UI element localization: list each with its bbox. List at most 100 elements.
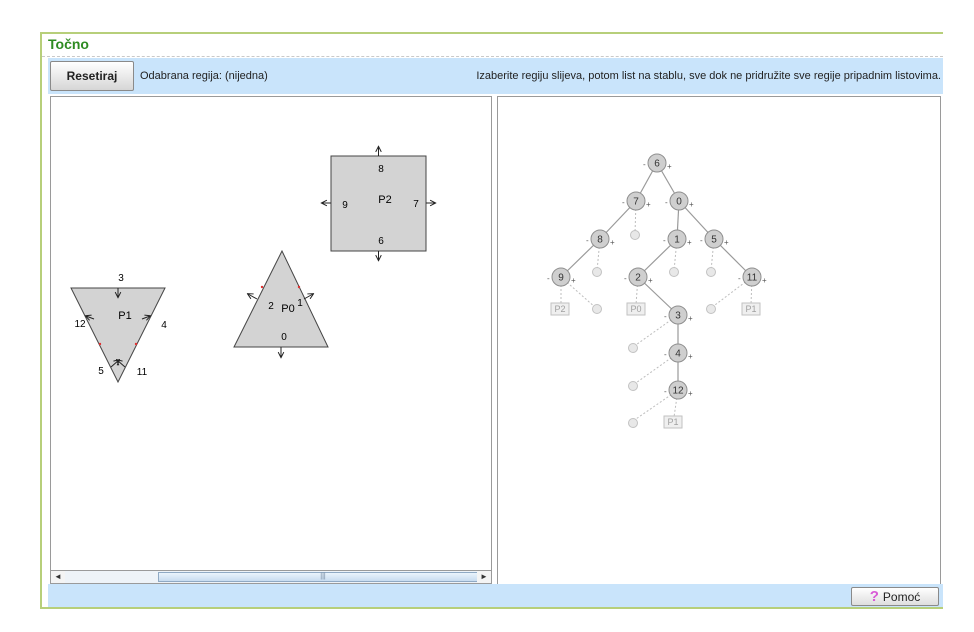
tree-node-label: 2 bbox=[635, 273, 641, 284]
square-left-label: 9 bbox=[342, 200, 348, 211]
minus-sign[interactable]: - bbox=[622, 198, 625, 207]
tree-canvas: P2 P0 P1 P1 6- +7- +0- +8- +1- +5- +9- +2- +11- +… bbox=[547, 153, 767, 429]
empty-leaf[interactable] bbox=[628, 418, 638, 428]
selected-region-label: Odabrana regija: (nijedna) bbox=[140, 70, 268, 82]
tree-node[interactable]: 11- + bbox=[738, 267, 767, 287]
tree-node-label: 4 bbox=[675, 349, 681, 360]
square-region-name: P2 bbox=[378, 194, 391, 206]
minus-sign[interactable]: - bbox=[643, 160, 646, 169]
region-p1[interactable]: 3 12 4 5 11 P1 bbox=[70, 273, 167, 384]
tree-node[interactable]: 12- + bbox=[664, 380, 693, 400]
plus-sign[interactable]: + bbox=[688, 352, 693, 361]
footer-bar: ? Pomoć bbox=[48, 584, 943, 607]
status-title: Točno bbox=[48, 36, 89, 52]
plus-sign[interactable]: + bbox=[724, 238, 729, 247]
regions-canvas: 8 6 9 7 P2 0 2 1 P0 bbox=[70, 97, 491, 384]
tree-node-label: 12 bbox=[672, 386, 684, 397]
leaf-p1[interactable]: P1 bbox=[663, 415, 683, 429]
tree-node[interactable]: 3- + bbox=[664, 305, 693, 325]
scroll-left-arrow-icon[interactable]: ◄ bbox=[51, 571, 65, 583]
triangle-down-bottom-left-label: 5 bbox=[98, 366, 104, 377]
region-p0[interactable]: 0 2 1 P0 bbox=[233, 249, 329, 357]
tree-node-label: 6 bbox=[654, 159, 660, 170]
plus-sign[interactable]: + bbox=[667, 162, 672, 171]
tree-node-label: 1 bbox=[674, 235, 680, 246]
toolbar: Resetiraj Odabrana regija: (nijedna) Iza… bbox=[48, 58, 943, 94]
triangle-down-left-label: 12 bbox=[74, 319, 86, 330]
regions-panel: 8 6 9 7 P2 0 2 1 P0 bbox=[50, 96, 492, 586]
tree-node[interactable]: 0- + bbox=[665, 191, 694, 211]
scroll-right-arrow-icon[interactable]: ► bbox=[477, 571, 491, 583]
instruction-text: Izaberite regiju slijeva, potom list na … bbox=[476, 70, 941, 82]
empty-leaf[interactable] bbox=[706, 304, 716, 314]
leaf-label: P0 bbox=[630, 304, 641, 314]
triangle-down-top-label: 3 bbox=[118, 273, 124, 284]
minus-sign[interactable]: - bbox=[664, 350, 667, 359]
plus-sign[interactable]: + bbox=[687, 238, 692, 247]
plus-sign[interactable]: + bbox=[762, 276, 767, 285]
scrollbar-thumb[interactable]: ||| bbox=[158, 572, 488, 582]
tree-node-label: 3 bbox=[675, 311, 681, 322]
tree-node[interactable]: 4- + bbox=[664, 343, 693, 363]
triangle-down-bottom-right-label: 11 bbox=[137, 367, 148, 378]
help-label: Pomoć bbox=[882, 590, 921, 604]
triangle-up-right-label: 1 bbox=[297, 298, 303, 309]
minus-sign[interactable]: - bbox=[664, 312, 667, 321]
leaf-p1[interactable]: P1 bbox=[741, 302, 761, 316]
minus-sign[interactable]: - bbox=[547, 274, 550, 283]
triangle-up-left-label: 2 bbox=[268, 301, 274, 312]
empty-leaf[interactable] bbox=[669, 267, 679, 277]
tree-node-label: 11 bbox=[747, 273, 758, 284]
title-divider bbox=[42, 56, 943, 57]
square-right-label: 7 bbox=[413, 199, 419, 210]
tree-panel: P2 P0 P1 P1 6- +7- +0- +8- +1- +5- +9- +2- +11- +… bbox=[497, 96, 941, 586]
triangle-down-region-name: P1 bbox=[118, 310, 131, 322]
tree-node[interactable]: 6- + bbox=[643, 153, 672, 173]
tree-node-label: 7 bbox=[633, 197, 639, 208]
minus-sign[interactable]: - bbox=[700, 236, 703, 245]
empty-leaf[interactable] bbox=[628, 343, 638, 353]
empty-leaf[interactable] bbox=[592, 304, 602, 314]
empty-leaf[interactable] bbox=[630, 230, 640, 240]
empty-leaf[interactable] bbox=[628, 381, 638, 391]
plus-sign[interactable]: + bbox=[646, 200, 651, 209]
tree-node-label: 8 bbox=[597, 235, 603, 246]
triangle-up-bottom-label: 0 bbox=[281, 332, 287, 343]
question-mark-icon: ? bbox=[869, 588, 879, 605]
empty-leaf[interactable] bbox=[592, 267, 602, 277]
leaf-label: P1 bbox=[667, 417, 678, 427]
minus-sign[interactable]: - bbox=[624, 274, 627, 283]
leaf-p0[interactable]: P0 bbox=[626, 302, 646, 316]
minus-sign[interactable]: - bbox=[665, 198, 668, 207]
empty-leaf[interactable] bbox=[706, 267, 716, 277]
square-bottom-label: 6 bbox=[378, 236, 384, 247]
tree-node-label: 5 bbox=[711, 235, 717, 246]
plus-sign[interactable]: + bbox=[688, 314, 693, 323]
leaf-label: P1 bbox=[745, 304, 756, 314]
minus-sign[interactable]: - bbox=[663, 236, 666, 245]
tree-node[interactable]: 7- + bbox=[622, 191, 651, 211]
triangle-down-right-label: 4 bbox=[161, 320, 167, 331]
region-p2[interactable]: 8 6 9 7 P2 bbox=[322, 147, 435, 260]
empty-leaves bbox=[592, 230, 716, 428]
leaf-p2[interactable]: P2 bbox=[550, 302, 570, 316]
applet-frame: Točno Resetiraj Odabrana regija: (nijedn… bbox=[40, 32, 943, 609]
plus-sign[interactable]: + bbox=[689, 200, 694, 209]
tree-node[interactable]: 1- + bbox=[663, 229, 692, 249]
reset-button[interactable]: Resetiraj bbox=[50, 61, 134, 91]
minus-sign[interactable]: - bbox=[586, 236, 589, 245]
tree-node[interactable]: 2- + bbox=[624, 267, 653, 287]
minus-sign[interactable]: - bbox=[738, 274, 741, 283]
plus-sign[interactable]: + bbox=[571, 276, 576, 285]
tree-node[interactable]: 5- + bbox=[700, 229, 729, 249]
tree-node[interactable]: 8- + bbox=[586, 229, 615, 249]
plus-sign[interactable]: + bbox=[610, 238, 615, 247]
plus-sign[interactable]: + bbox=[648, 276, 653, 285]
plus-sign[interactable]: + bbox=[688, 389, 693, 398]
tree-node[interactable]: 9- + bbox=[547, 267, 576, 287]
horizontal-scrollbar[interactable]: ◄ ||| ► bbox=[50, 570, 492, 584]
triangle-up-region-name: P0 bbox=[281, 303, 294, 315]
leaf-label: P2 bbox=[554, 304, 565, 314]
minus-sign[interactable]: - bbox=[664, 387, 667, 396]
help-button[interactable]: ? Pomoć bbox=[851, 587, 939, 606]
